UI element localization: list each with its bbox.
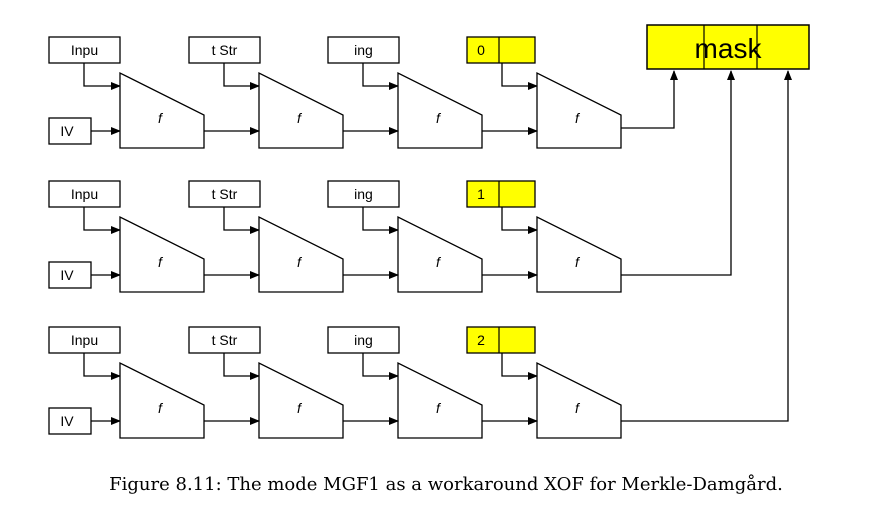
counter-label: 2: [477, 332, 485, 348]
input-arrow: [501, 63, 538, 90]
f-label: f: [575, 254, 581, 270]
iv-label: IV: [60, 413, 74, 429]
compression-function-f: [119, 215, 205, 293]
f-label: f: [575, 400, 581, 416]
f-label: f: [436, 110, 442, 126]
message-block-label: Inpu: [71, 42, 98, 58]
output-arrow: [621, 70, 678, 129]
iv-label: IV: [60, 123, 74, 139]
f-label: f: [436, 400, 442, 416]
iv-label: IV: [60, 267, 74, 283]
message-block: [48, 180, 121, 208]
counter-block: [466, 180, 536, 208]
message-block: [188, 180, 261, 208]
f-label: f: [158, 110, 164, 126]
compression-function-f: [119, 71, 205, 149]
chain-row-0: Inpu t Str ing 0 IV f f f f: [48, 36, 678, 149]
f-label: f: [297, 254, 303, 270]
input-arrow: [223, 353, 260, 380]
f-label: f: [575, 110, 581, 126]
figure-caption: Figure 8.11: The mode MGF1 as a workarou…: [109, 474, 783, 495]
message-block-label: t Str: [212, 42, 238, 58]
message-block-label: Inpu: [71, 186, 98, 202]
counter-label: 0: [477, 42, 485, 58]
message-block: [48, 326, 121, 354]
message-block-label: t Str: [212, 332, 238, 348]
f-label: f: [158, 254, 164, 270]
input-arrow: [83, 63, 121, 90]
compression-function-f: [397, 71, 483, 149]
input-arrow: [501, 353, 538, 380]
output-arrow: [621, 70, 792, 422]
f-label: f: [297, 110, 303, 126]
output-arrow: [621, 70, 735, 276]
input-arrow: [362, 353, 399, 380]
chain-row-1: Inpu t Str ing 1 IV f f f f: [48, 70, 735, 293]
compression-function-f: [536, 71, 622, 149]
counter-block: [466, 36, 536, 64]
mask-box: [646, 24, 810, 70]
counter-block: [466, 326, 536, 354]
compression-function-f: [258, 71, 344, 149]
message-block: [327, 180, 400, 208]
compression-function-f: [119, 361, 205, 439]
input-arrow: [501, 207, 538, 234]
f-label: f: [436, 254, 442, 270]
message-block-label: ing: [354, 332, 373, 348]
compression-function-f: [397, 361, 483, 439]
mask-label: mask: [695, 33, 763, 64]
counter-label: 1: [477, 186, 485, 202]
message-block-label: ing: [354, 42, 373, 58]
input-arrow: [223, 207, 260, 234]
input-arrow: [83, 353, 121, 380]
f-label: f: [158, 400, 164, 416]
compression-function-f: [258, 361, 344, 439]
chain-row-2: Inpu t Str ing 2 IV f f f f: [48, 70, 792, 439]
message-block-label: Inpu: [71, 332, 98, 348]
message-block: [48, 36, 121, 64]
compression-function-f: [258, 215, 344, 293]
compression-function-f: [536, 361, 622, 439]
input-arrow: [362, 63, 399, 90]
compression-function-f: [397, 215, 483, 293]
iv-block: [48, 261, 92, 289]
message-block-label: ing: [354, 186, 373, 202]
input-arrow: [362, 207, 399, 234]
message-block-label: t Str: [212, 186, 238, 202]
input-arrow: [83, 207, 121, 234]
mask-output: mask: [646, 24, 810, 70]
input-arrow: [223, 63, 260, 90]
compression-function-f: [536, 215, 622, 293]
f-label: f: [297, 400, 303, 416]
